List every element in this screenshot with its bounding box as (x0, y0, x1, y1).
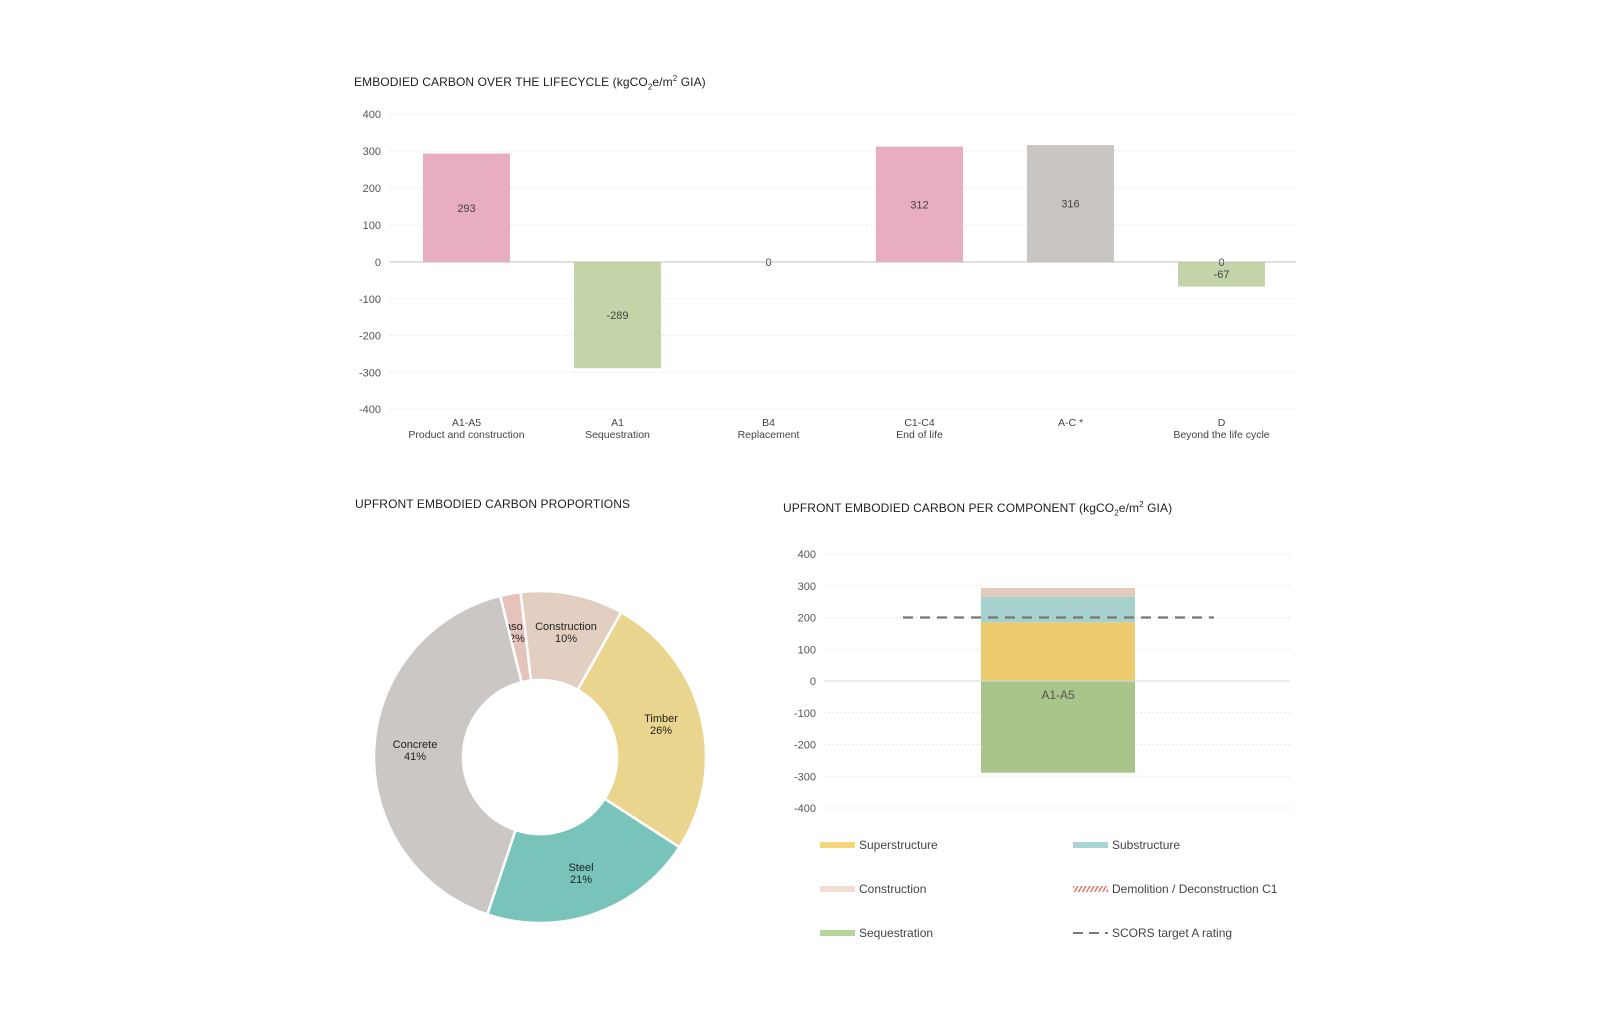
legend-swatch (1073, 932, 1108, 934)
x-tick-sublabel: Sequestration (585, 429, 650, 441)
legend-item: Superstructure (820, 838, 938, 852)
title-superscript: 2 (1139, 500, 1144, 509)
component-stacked-chart: 400 300 200 100 0 -100 -200 -300 -400 A1-A5 (794, 549, 1290, 815)
title-text-end: GIA) (677, 75, 706, 89)
y-tick-label: 200 (798, 613, 816, 625)
slice-percent-label: 21% (570, 874, 592, 886)
legend-swatch (820, 842, 855, 848)
legend-swatch (820, 930, 855, 936)
x-tick-sublabel: End of life (896, 429, 943, 441)
title-text-mid: e/m (652, 75, 673, 89)
legend-label: Substructure (1112, 838, 1181, 852)
donut-slice-timber (575, 610, 708, 849)
legend-item: SCORS target A rating (1073, 926, 1232, 940)
component-chart-title: UPFRONT EMBODIED CARBON PER COMPONENT (k… (783, 500, 1172, 517)
slice-name-label: Steel (568, 862, 593, 874)
proportions-donut-chart: Masonry2%Construction10%Timber26%Steel21… (372, 589, 708, 925)
y-tick-label: 200 (363, 183, 381, 195)
x-tick-label: A1 (611, 417, 624, 429)
y-tick-label: -200 (794, 740, 816, 752)
slice-percent-label: 26% (650, 725, 672, 737)
bar (1027, 145, 1114, 262)
title-subscript: 2 (1114, 508, 1119, 518)
title-superscript: 2 (672, 74, 678, 83)
y-tick-label: 300 (363, 146, 381, 158)
y-tick-label: 0 (810, 676, 816, 688)
legend-label: Construction (859, 882, 927, 896)
x-tick-sublabel: Product and construction (408, 429, 524, 441)
y-tick-label: -100 (359, 294, 381, 306)
legend-label: Superstructure (859, 838, 938, 852)
x-tick-label: A-C * (1058, 417, 1083, 429)
bar (423, 153, 510, 262)
slice-percent-label: 10% (555, 633, 577, 645)
legend-item: Demolition / Deconstruction C1 (1073, 882, 1277, 896)
x-tick-label: D (1218, 417, 1226, 429)
stack-segment-superstructure (981, 622, 1135, 681)
bar (1178, 262, 1265, 287)
data-label: 293 (457, 203, 475, 215)
legend-swatch (820, 886, 855, 892)
y-tick-label: 100 (363, 220, 381, 232)
x-tick-label: B4 (762, 417, 775, 429)
y-tick-label: -300 (359, 367, 381, 379)
title-subscript: 2 (647, 82, 653, 92)
legend-swatch (1073, 842, 1108, 848)
category-label: A1-A5 (1041, 688, 1075, 702)
slice-percent-label: 41% (404, 751, 426, 763)
legend-item: Substructure (1073, 838, 1180, 852)
x-tick-label: A1-A5 (452, 417, 481, 429)
title-text: UPFRONT EMBODIED CARBON PER COMPONENT (k… (783, 501, 1115, 515)
legend-swatch (1073, 886, 1108, 892)
legend-label: SCORS target A rating (1112, 926, 1233, 940)
slice-name-label: Construction (535, 621, 597, 633)
y-tick-label: 0 (375, 257, 381, 269)
legend-label: Sequestration (859, 926, 934, 940)
title-text-mid: e/m (1118, 501, 1140, 515)
y-tick-label: 400 (798, 549, 816, 561)
data-label: 312 (910, 199, 928, 211)
stack-segment-construction (981, 587, 1135, 597)
donut-slice-steel (485, 797, 682, 925)
donut-slice-concrete (372, 594, 524, 917)
legend-label: Demolition / Deconstruction C1 (1112, 882, 1278, 896)
lifecycle-chart-title: EMBODIED CARBON OVER THE LIFECYCLE (kgCO… (354, 74, 706, 91)
title-text-end: GIA) (1143, 501, 1173, 515)
data-label: -67 (1214, 269, 1230, 281)
y-tick-label: -200 (359, 331, 381, 343)
y-tick-label: -100 (794, 708, 816, 720)
data-label: 0 (765, 257, 771, 269)
legend-item: Construction (820, 882, 926, 896)
slice-name-label: Concrete (393, 739, 438, 751)
y-tick-label: 400 (363, 109, 381, 121)
lifecycle-bar-chart: 400 300 200 100 0 -100 -200 -300 -400 293 A1-A5Pro… (359, 109, 1296, 441)
y-tick-label: 300 (798, 581, 816, 593)
data-label: -289 (606, 310, 628, 322)
y-tick-label: -300 (794, 771, 816, 783)
x-tick-label: C1-C4 (904, 417, 935, 429)
slice-name-label: Timber (644, 713, 678, 725)
proportions-chart-title: UPFRONT EMBODIED CARBON PROPORTIONS (355, 497, 631, 511)
x-tick-sublabel: Beyond the life cycle (1173, 429, 1269, 441)
legend-item: Sequestration (820, 926, 933, 940)
y-tick-label: -400 (359, 404, 381, 416)
y-tick-label: -400 (794, 803, 816, 815)
bar (574, 262, 661, 369)
y-tick-label: 100 (798, 644, 816, 656)
data-label: 0 (1218, 257, 1224, 269)
title-text: EMBODIED CARBON OVER THE LIFECYCLE (kgCO (354, 75, 648, 89)
stack-segment-sequestration (981, 681, 1135, 773)
data-label: 316 (1061, 199, 1079, 211)
x-tick-sublabel: Replacement (738, 429, 800, 441)
bar (876, 146, 963, 262)
slice-percent-label: 2% (509, 633, 525, 645)
